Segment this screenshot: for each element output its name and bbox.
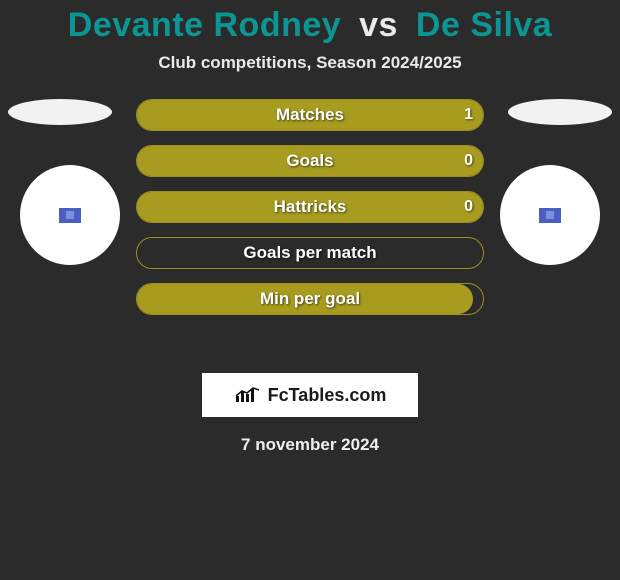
stat-label: Goals per match [137,238,483,268]
stat-row: Matches 1 [136,99,484,131]
stat-label: Min per goal [137,284,483,314]
stat-label: Hattricks [137,192,483,222]
stat-value: 1 [464,100,473,130]
attribution-box: FcTables.com [202,373,418,417]
stat-value: 0 [464,192,473,222]
comparison-stage: Matches 1 Goals 0 Hattricks 0 Goals per … [0,115,620,355]
stat-value: 0 [464,146,473,176]
subtitle: Club competitions, Season 2024/2025 [0,53,620,73]
player1-avatar [20,165,120,265]
player1-flag-icon [59,208,81,223]
comparison-title: Devante Rodney vs De Silva [0,0,620,45]
stat-row: Goals per match [136,237,484,269]
player2-oval [508,99,612,125]
stat-bars: Matches 1 Goals 0 Hattricks 0 Goals per … [136,99,484,329]
player2-avatar [500,165,600,265]
vs-label: vs [359,6,398,44]
player1-oval [8,99,112,125]
player1-name: Devante Rodney [68,6,341,44]
attribution-chart-icon [234,386,262,404]
stat-label: Goals [137,146,483,176]
date-text: 7 november 2024 [0,435,620,455]
stat-row: Hattricks 0 [136,191,484,223]
player2-name: De Silva [416,6,552,44]
stat-row: Min per goal [136,283,484,315]
attribution-text: FcTables.com [268,385,387,406]
stat-label: Matches [137,100,483,130]
stat-row: Goals 0 [136,145,484,177]
player2-flag-icon [539,208,561,223]
